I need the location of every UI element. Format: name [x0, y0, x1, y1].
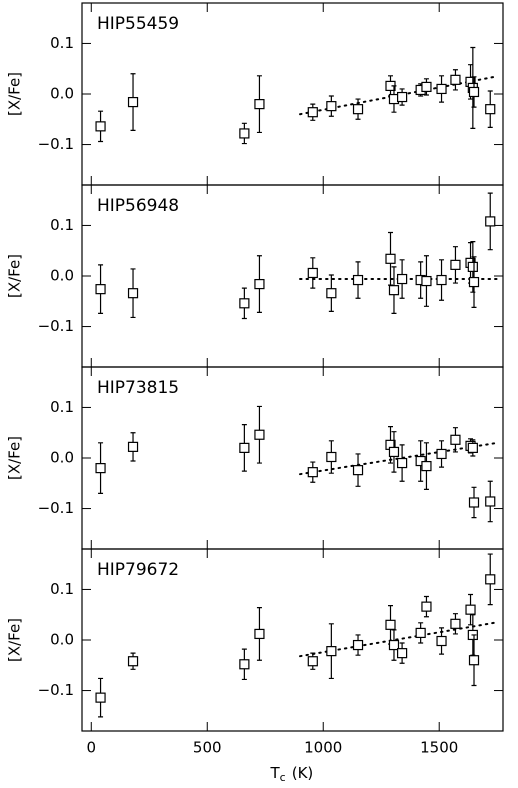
data-point: [127, 441, 139, 452]
data-point: [421, 81, 432, 93]
data-point: [436, 635, 447, 647]
data-point: [326, 646, 337, 657]
y-tick-label: 0.0: [50, 631, 74, 649]
data-point: [307, 467, 318, 478]
data-point: [396, 648, 408, 659]
data-point: [95, 284, 106, 295]
data-point: [450, 74, 461, 85]
x-axis-label-sub: c: [280, 771, 286, 784]
data-point: [468, 276, 480, 288]
data-point: [127, 656, 139, 667]
data-point: [485, 574, 496, 585]
y-tick-label: 0.0: [50, 267, 74, 285]
y-axis-label: [X/Fe]: [6, 254, 24, 298]
data-point: [388, 446, 400, 458]
data-point: [468, 655, 480, 666]
data-point: [485, 104, 496, 115]
data-point: [254, 429, 265, 440]
data-point: [396, 273, 408, 285]
x-axis-label: Tc (K): [270, 764, 314, 785]
data-point: [127, 288, 139, 299]
data-point: [352, 639, 364, 651]
y-axis-label: [X/Fe]: [6, 618, 24, 662]
data-point: [468, 86, 480, 98]
y-tick-label: 0.1: [50, 398, 74, 416]
data-point: [396, 457, 408, 469]
data-point: [95, 463, 106, 474]
y-tick-label: 0.1: [50, 34, 74, 52]
data-point: [415, 627, 426, 639]
data-point: [254, 628, 265, 640]
x-tick-label: 1500: [420, 739, 458, 757]
y-tick-label: −0.1: [38, 317, 74, 335]
data-point: [421, 460, 432, 472]
data-point: [95, 692, 106, 703]
data-point: [95, 121, 106, 132]
y-tick-label: 0.0: [50, 85, 74, 103]
data-point: [239, 442, 250, 453]
data-point: [326, 451, 337, 463]
data-point: [352, 465, 364, 476]
data-point: [385, 253, 396, 264]
y-tick-label: 0.1: [50, 580, 74, 598]
data-point: [450, 259, 461, 270]
x-tick-label: 1000: [304, 739, 342, 757]
data-point: [388, 285, 400, 296]
x-axis-label-main: T: [270, 764, 281, 782]
y-tick-label: −0.1: [38, 499, 74, 517]
y-tick-label: −0.1: [38, 135, 74, 153]
data-point: [421, 275, 432, 287]
x-tick-label: 0: [87, 739, 97, 757]
data-point: [450, 434, 461, 445]
y-tick-label: 0.1: [50, 216, 74, 234]
data-point: [385, 619, 396, 630]
panel-title: HIP56948: [97, 196, 179, 216]
x-axis-label-unit: (K): [292, 764, 314, 782]
panel-title: HIP79672: [97, 560, 179, 580]
data-point: [239, 659, 250, 670]
y-axis-label: [X/Fe]: [6, 436, 24, 480]
data-point: [468, 497, 480, 508]
data-point: [450, 618, 461, 629]
data-point: [436, 274, 447, 286]
data-point: [465, 604, 476, 615]
data-point: [254, 99, 265, 110]
x-tick-label: 500: [193, 739, 222, 757]
data-point: [436, 448, 447, 460]
y-axis-label: [X/Fe]: [6, 72, 24, 116]
panel-title: HIP55459: [97, 14, 179, 34]
data-point: [388, 639, 400, 651]
data-point: [436, 83, 447, 95]
y-tick-label: −0.1: [38, 681, 74, 699]
data-point: [239, 298, 250, 309]
data-point: [485, 216, 496, 227]
data-point: [239, 128, 250, 139]
data-point: [421, 601, 432, 612]
data-point: [326, 288, 337, 299]
data-point: [307, 107, 318, 118]
data-point: [467, 261, 478, 272]
y-tick-label: 0.0: [50, 449, 74, 467]
data-point: [307, 656, 318, 667]
data-point: [485, 496, 496, 507]
data-point: [352, 274, 364, 286]
data-point: [326, 101, 337, 112]
data-point: [127, 96, 139, 108]
data-point: [254, 278, 265, 290]
data-point: [467, 442, 478, 453]
panel-title: HIP73815: [97, 378, 179, 398]
data-point: [307, 267, 318, 279]
data-point: [352, 104, 364, 115]
data-point: [396, 91, 408, 103]
